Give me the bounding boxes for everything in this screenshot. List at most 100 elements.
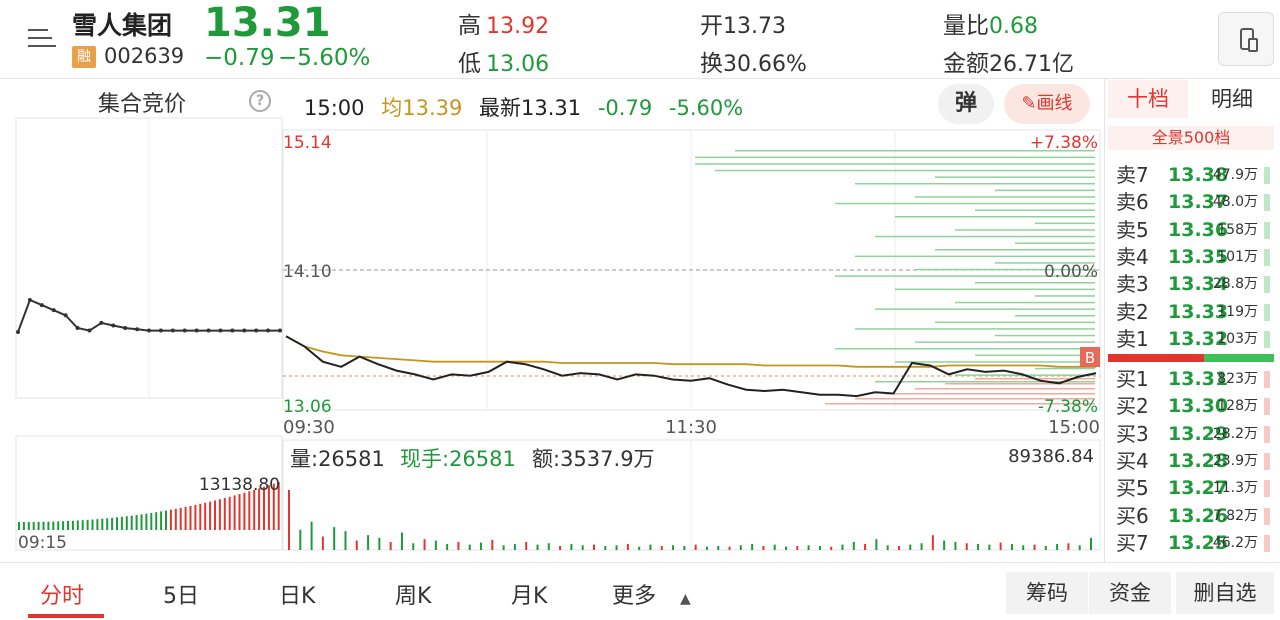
tab-more[interactable]: 更多 ▲	[612, 584, 691, 609]
auction-volume-bar	[57, 521, 60, 530]
menu-icon[interactable]	[24, 20, 60, 56]
auction-point	[75, 326, 80, 331]
volume-bar	[660, 545, 663, 550]
ask-price: 13.35	[1168, 245, 1229, 268]
auction-volume-bar	[27, 521, 30, 530]
ask-row[interactable]: 卖7 13.38 47.9万	[1108, 162, 1274, 189]
bid-price: 13.31	[1168, 368, 1229, 390]
auction-volume-bar	[267, 485, 270, 530]
ask-row[interactable]: 卖1 13.32 103万	[1108, 326, 1274, 353]
auction-volume-bar	[169, 509, 172, 530]
remove-favorite-button[interactable]: 删自选	[1176, 572, 1274, 614]
caret-up-icon: ▲	[680, 591, 691, 607]
bid-row[interactable]: 买6 13.26 7.82万	[1108, 503, 1274, 530]
auction-volume-bar	[248, 491, 251, 530]
volume-bar	[694, 544, 697, 550]
auction-vol-frame	[15, 435, 283, 551]
volume-bar	[897, 545, 900, 550]
tab-intraday[interactable]: 分时	[40, 584, 85, 609]
ask-bar	[1264, 194, 1270, 212]
volume-bar	[502, 545, 505, 550]
last-price: 13.31	[204, 0, 331, 46]
depth-bar-bid	[885, 393, 1095, 395]
time-mid-label: 11:30	[665, 417, 717, 438]
volume-bar	[389, 541, 392, 550]
volume-bar	[683, 545, 686, 550]
tab-five-day[interactable]: 5日	[163, 584, 199, 609]
volume-bar	[378, 537, 381, 550]
full-500-levels[interactable]: 全景500档	[1108, 126, 1274, 150]
capital-flow-button[interactable]: 资金	[1089, 572, 1171, 614]
auction-volume-bar	[18, 522, 20, 530]
volume-bar	[333, 527, 336, 550]
auction-volume-bar	[277, 482, 280, 530]
volume-bar	[468, 544, 471, 550]
volume-bar	[434, 540, 437, 550]
volume-bar	[909, 544, 912, 550]
bid-row[interactable]: 买7 13.25 46.2万	[1108, 530, 1274, 557]
bid-label: 买1	[1116, 367, 1149, 391]
bid-row[interactable]: 买4 13.28 23.9万	[1108, 448, 1274, 475]
volume-bar	[412, 543, 415, 550]
tab-month-k[interactable]: 月K	[511, 584, 548, 609]
auction-point	[182, 328, 187, 333]
auction-point	[27, 297, 32, 302]
tab-week-k[interactable]: 周K	[395, 584, 432, 609]
volume-bar	[1067, 543, 1070, 550]
depth-bar-bid	[825, 403, 1095, 405]
bid-bar	[1264, 371, 1270, 388]
auction-point	[147, 328, 151, 333]
auction-volume-bar	[233, 495, 236, 530]
ask-row[interactable]: 卖6 13.37 48.0万	[1108, 189, 1274, 216]
volume-bar	[525, 541, 528, 550]
help-icon[interactable]: ?	[249, 90, 271, 112]
bid-row[interactable]: 买2 13.30 128万	[1108, 393, 1274, 420]
bid-row[interactable]: 买3 13.29 28.2万	[1108, 421, 1274, 448]
auction-volume-bar	[76, 520, 79, 530]
auction-volume-bar	[101, 518, 104, 530]
volume-bar	[400, 532, 403, 550]
ask-row[interactable]: 卖3 13.34 28.8万	[1108, 271, 1274, 298]
open-value: 13.73	[723, 14, 786, 39]
ask-volume: 101万	[1217, 248, 1258, 265]
info-change-amount: -0.79	[597, 96, 653, 120]
volume-bar	[547, 543, 550, 550]
volume-bar	[480, 542, 483, 550]
ask-label: 卖6	[1116, 190, 1149, 215]
volume-bar	[841, 544, 844, 550]
vol-ratio-stat: 量比0.68	[943, 13, 1038, 39]
volume-bar	[852, 541, 855, 550]
depth-bar-ask	[1015, 242, 1095, 244]
device-switch-button[interactable]	[1218, 12, 1274, 66]
auction-volume-bar	[111, 517, 114, 530]
depth-bar-ask	[875, 381, 1095, 383]
ask-price: 13.36	[1168, 218, 1229, 241]
ask-price: 13.37	[1168, 191, 1229, 214]
auction-volume-bar	[116, 517, 118, 530]
pct-low-label: -7.38%	[1038, 397, 1098, 417]
volume-bar	[457, 541, 460, 550]
depth-bar-ask	[995, 334, 1095, 337]
bid-row[interactable]: 买1 13.31 823万	[1108, 366, 1274, 393]
auction-volume-bar	[42, 521, 45, 530]
depth-bar-ask	[995, 262, 1095, 264]
tab-day-k[interactable]: 日K	[279, 584, 316, 609]
bid-row[interactable]: 买5 13.27 11.3万	[1108, 475, 1274, 502]
tab-ten-levels[interactable]: 十档	[1108, 80, 1188, 118]
draw-line-button[interactable]: ✎画线	[1004, 84, 1090, 124]
barrage-button[interactable]: 弹	[938, 84, 994, 124]
chip-distribution-button[interactable]: 筹码	[1006, 572, 1088, 614]
auction-volume-bar	[184, 506, 187, 530]
auction-point	[158, 328, 163, 333]
ask-row[interactable]: 卖5 13.36 158万	[1108, 217, 1274, 244]
ask-row[interactable]: 卖4 13.35 101万	[1108, 244, 1274, 271]
volume-bar	[423, 539, 426, 550]
depth-bar-ask	[855, 328, 1095, 330]
volume-bar	[762, 545, 765, 550]
volume-bar	[615, 545, 618, 550]
auction-volume-bar	[32, 521, 35, 530]
ask-row[interactable]: 卖2 13.33 119万	[1108, 299, 1274, 326]
tab-details[interactable]: 明细	[1211, 87, 1253, 111]
bid-volume: 23.9万	[1212, 452, 1258, 469]
